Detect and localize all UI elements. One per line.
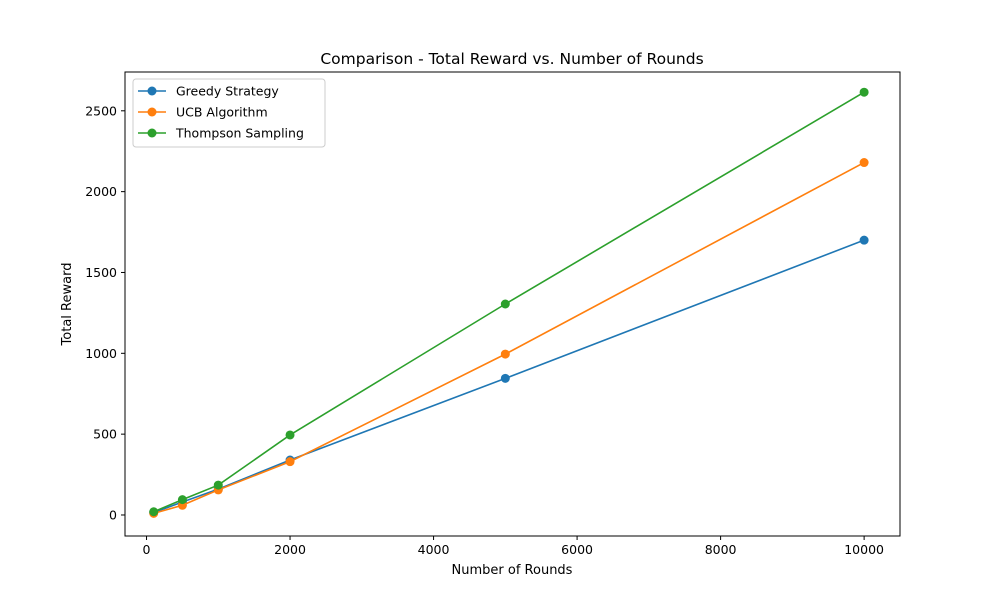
x-tick-label: 8000 [705, 542, 737, 557]
data-point-greedy-strategy [859, 235, 869, 245]
x-tick-label: 10000 [844, 542, 884, 557]
data-point-thompson-sampling [500, 299, 510, 309]
x-axis: 0 2000 4000 6000 8000 10000 [143, 536, 884, 557]
data-point-ucb-algorithm [285, 457, 295, 467]
legend-box [132, 78, 326, 148]
legend-label: UCB Algorithm [176, 105, 268, 120]
x-tick-label: 2000 [274, 542, 306, 557]
legend-label: Greedy Strategy [176, 84, 279, 99]
x-tick-label: 6000 [561, 542, 593, 557]
series-line-thompson-sampling [153, 91, 865, 513]
data-point-thompson-sampling [177, 495, 187, 505]
x-axis-label: Number of Rounds [452, 563, 573, 578]
legend-swatch-marker [147, 128, 157, 138]
x-tick-label: 4000 [418, 542, 450, 557]
y-tick-label: 2000 [85, 184, 117, 199]
chart-title: Comparison - Total Reward vs. Number of … [320, 50, 703, 68]
legend-label: Thompson Sampling [175, 126, 304, 141]
data-point-thompson-sampling [213, 480, 223, 490]
y-axis-label: Total Reward [60, 263, 75, 347]
data-point-thompson-sampling [859, 87, 869, 97]
plot-frame [124, 71, 901, 537]
legend-swatch-marker [147, 107, 157, 117]
legend: Greedy Strategy UCB Algorithm Thompson Sam… [132, 78, 326, 148]
y-axis: 0 500 1000 1500 2000 2500 [85, 103, 125, 522]
data-point-ucb-algorithm [859, 158, 869, 168]
plot-area [149, 87, 869, 518]
y-tick-label: 0 [109, 507, 117, 522]
data-point-ucb-algorithm [500, 349, 510, 359]
series-line-ucb-algorithm [153, 161, 865, 515]
y-tick-label: 1500 [85, 265, 117, 280]
legend-swatch-marker [147, 86, 157, 96]
y-tick-label: 500 [93, 427, 117, 442]
data-point-greedy-strategy [500, 373, 510, 383]
x-tick-label: 0 [143, 542, 151, 557]
series-line-greedy-strategy [153, 239, 865, 514]
y-tick-label: 1000 [85, 346, 117, 361]
data-point-thompson-sampling [285, 430, 295, 440]
y-tick-label: 2500 [85, 103, 117, 118]
data-point-thompson-sampling [149, 507, 159, 517]
